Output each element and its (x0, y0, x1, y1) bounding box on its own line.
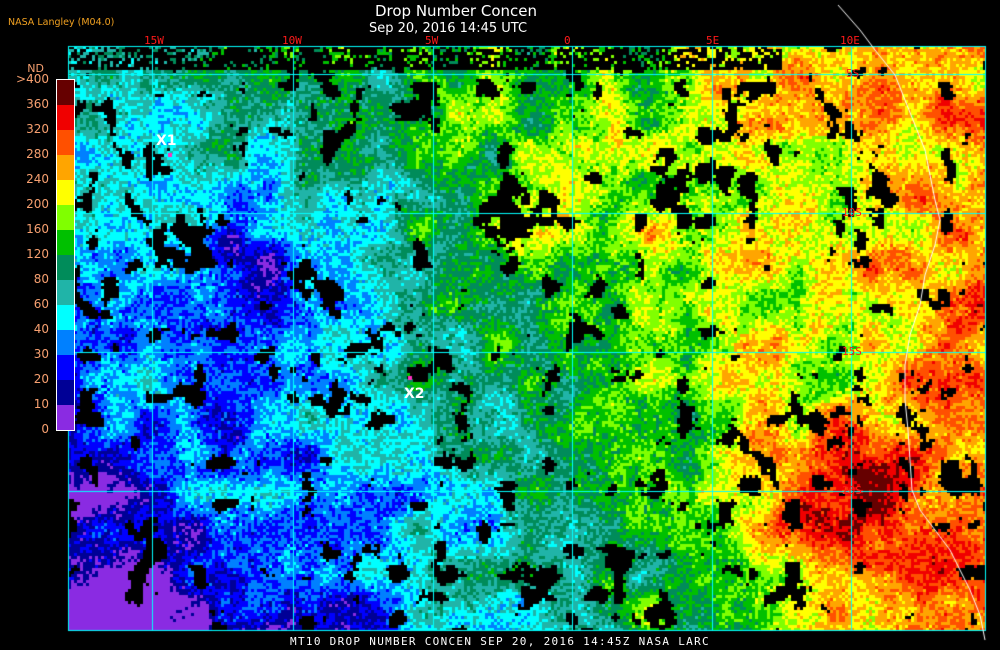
legend-swatch (57, 205, 74, 230)
lon-label: 5E (706, 34, 720, 47)
lon-label: 10W (282, 34, 302, 47)
legend-swatch (57, 155, 74, 180)
legend-swatch (57, 105, 74, 130)
legend-label: 200 (26, 197, 49, 211)
footer-caption: MT10 DROP NUMBER CONCEN SEP 20, 2016 14:… (290, 635, 710, 648)
legend-swatch (57, 80, 74, 105)
lon-label: 15W (144, 34, 164, 47)
lon-label: 10E (840, 34, 860, 47)
legend-label: >400 (16, 72, 49, 86)
marker-x1-label: X1 (156, 133, 177, 149)
legend-unit: ND (27, 62, 44, 75)
legend-label: 280 (26, 147, 49, 161)
legend-label: 40 (33, 322, 49, 336)
lon-label: 0 (564, 34, 571, 47)
lat-label: 15S (842, 345, 862, 358)
lat-label: 5S (846, 67, 860, 80)
map-timestamp: Sep 20, 2016 14:45 UTC (369, 21, 528, 36)
legend-swatch (57, 255, 74, 280)
marker-x2-label: X2 (404, 386, 425, 402)
legend-label: 360 (26, 97, 49, 111)
legend-swatch (57, 380, 74, 405)
legend-label: 0 (41, 422, 49, 436)
legend-label: 60 (33, 297, 49, 311)
legend-label: 10 (33, 397, 49, 411)
legend-swatch (57, 130, 74, 155)
legend-swatch (57, 230, 74, 255)
legend-swatch (57, 280, 74, 305)
legend-swatch (57, 405, 74, 430)
legend-swatch (57, 180, 74, 205)
lat-label: 10S (842, 206, 862, 219)
producer-label: NASA Langley (M04.0) (8, 17, 115, 28)
legend-label: 120 (26, 247, 49, 261)
legend-label: 320 (26, 122, 49, 136)
legend-swatch (57, 355, 74, 380)
legend-label: 30 (33, 347, 49, 361)
lon-label: 5W (425, 34, 439, 47)
legend-swatch (57, 305, 74, 330)
legend-label: 20 (33, 372, 49, 386)
legend-label: 80 (33, 272, 49, 286)
legend-label: 240 (26, 172, 49, 186)
legend-label: 160 (26, 222, 49, 236)
map-title: Drop Number Concen (374, 2, 538, 20)
lat-label: 20S (842, 484, 862, 497)
color-legend (56, 79, 75, 431)
legend-swatch (57, 330, 74, 355)
